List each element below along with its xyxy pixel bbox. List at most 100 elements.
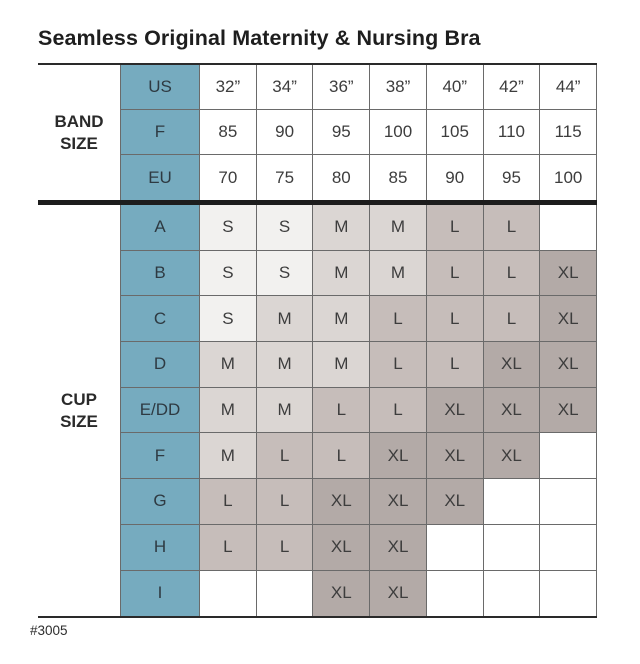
cup-size-group-label: CUP SIZE	[60, 390, 98, 431]
size-cell: L	[313, 387, 371, 434]
size-cell: XL	[540, 296, 598, 343]
band-value-cell: 110	[483, 110, 541, 155]
size-cell: L	[426, 205, 484, 251]
band-value-cell: 90	[256, 110, 314, 155]
table-row-cup-g: G L L XL XL XL	[120, 479, 598, 525]
size-cell: XL	[426, 479, 484, 525]
size-cell: XL	[540, 387, 598, 434]
band-value-cell: 32”	[200, 65, 257, 110]
size-cell: XL	[370, 524, 427, 571]
size-cell	[426, 524, 484, 571]
size-cell: S	[200, 296, 257, 343]
size-cell: L	[313, 433, 371, 480]
band-value-cell: 95	[483, 155, 541, 200]
band-value-cell: 85	[370, 155, 427, 200]
size-cell	[540, 205, 598, 251]
band-value-cell: 80	[313, 155, 371, 200]
cup-size-rows: A S S M M L L B S S M M L L XL C S M M L…	[120, 205, 598, 617]
table-row-us: US 32” 34” 36” 38” 40” 42” 44”	[120, 65, 598, 110]
table-row-cup-d: D M M M L L XL XL	[120, 342, 598, 388]
row-header-cup-f: F	[120, 433, 200, 480]
size-cell: XL	[483, 342, 541, 388]
band-size-group-label: BAND SIZE	[54, 112, 104, 153]
size-cell: XL	[483, 387, 541, 434]
table-row-cup-edd: E/DD M M L L XL XL XL	[120, 387, 598, 434]
size-cell	[426, 570, 484, 617]
size-cell: L	[426, 250, 484, 297]
size-cell: S	[200, 250, 257, 297]
product-code: #3005	[30, 623, 68, 638]
size-cell: M	[370, 205, 427, 251]
table-row-cup-c: C S M M L L L XL	[120, 296, 598, 343]
size-cell: L	[200, 479, 257, 525]
size-cell: L	[426, 296, 484, 343]
size-cell: L	[370, 342, 427, 388]
size-cell: XL	[540, 342, 598, 388]
size-cell: XL	[370, 479, 427, 525]
band-value-cell: 100	[540, 155, 598, 200]
size-cell	[256, 570, 314, 617]
row-header-us: US	[120, 65, 200, 110]
band-value-cell: 95	[313, 110, 371, 155]
band-size-rows: US 32” 34” 36” 38” 40” 42” 44” F 85 90 9…	[120, 65, 598, 200]
size-cell: XL	[426, 433, 484, 480]
size-cell: S	[256, 250, 314, 297]
size-cell: L	[200, 524, 257, 571]
size-cell: M	[200, 387, 257, 434]
size-cell: S	[200, 205, 257, 251]
size-cell: M	[200, 342, 257, 388]
size-cell: M	[313, 342, 371, 388]
table-row-cup-b: B S S M M L L XL	[120, 250, 598, 297]
row-header-cup-c: C	[120, 296, 200, 343]
size-cell: XL	[313, 570, 371, 617]
size-cell	[540, 570, 598, 617]
size-cell: XL	[426, 387, 484, 434]
size-cell: L	[256, 524, 314, 571]
table-row-f-band: F 85 90 95 100 105 110 115	[120, 110, 598, 155]
size-cell: XL	[483, 433, 541, 480]
size-cell: XL	[313, 479, 371, 525]
band-value-cell: 70	[200, 155, 257, 200]
size-cell: L	[483, 296, 541, 343]
band-value-cell: 115	[540, 110, 598, 155]
band-value-cell: 100	[370, 110, 427, 155]
row-header-cup-g: G	[120, 479, 200, 525]
band-value-cell: 90	[426, 155, 484, 200]
size-cell	[483, 524, 541, 571]
size-cell: S	[256, 205, 314, 251]
row-header-cup-edd: E/DD	[120, 387, 200, 434]
size-cell	[483, 570, 541, 617]
band-value-cell: 42”	[483, 65, 541, 110]
page-title: Seamless Original Maternity & Nursing Br…	[38, 26, 481, 50]
size-cell: M	[313, 296, 371, 343]
size-cell: M	[256, 296, 314, 343]
band-value-cell: 75	[256, 155, 314, 200]
size-cell	[483, 479, 541, 525]
band-value-cell: 44”	[540, 65, 598, 110]
row-header-cup-d: D	[120, 342, 200, 388]
size-cell: L	[256, 433, 314, 480]
size-cell: L	[256, 479, 314, 525]
size-cell: M	[370, 250, 427, 297]
band-value-cell: 85	[200, 110, 257, 155]
size-cell: XL	[370, 433, 427, 480]
band-value-cell: 36”	[313, 65, 371, 110]
size-cell: M	[200, 433, 257, 480]
size-cell: XL	[540, 250, 598, 297]
size-cell: L	[483, 250, 541, 297]
size-cell: M	[313, 250, 371, 297]
size-cell: XL	[313, 524, 371, 571]
table-row-eu: EU 70 75 80 85 90 95 100	[120, 155, 598, 200]
size-cell: L	[426, 342, 484, 388]
size-cell: L	[370, 387, 427, 434]
table-row-cup-a: A S S M M L L	[120, 205, 598, 251]
row-header-cup-b: B	[120, 250, 200, 297]
size-cell	[540, 524, 598, 571]
size-cell: M	[256, 342, 314, 388]
row-header-cup-i: I	[120, 570, 200, 617]
size-chart-table: BAND SIZE CUP SIZE US 32” 34” 36” 38” 40…	[38, 63, 598, 619]
size-cell	[540, 433, 598, 480]
size-cell: M	[313, 205, 371, 251]
size-cell	[540, 479, 598, 525]
row-header-eu: EU	[120, 155, 200, 200]
